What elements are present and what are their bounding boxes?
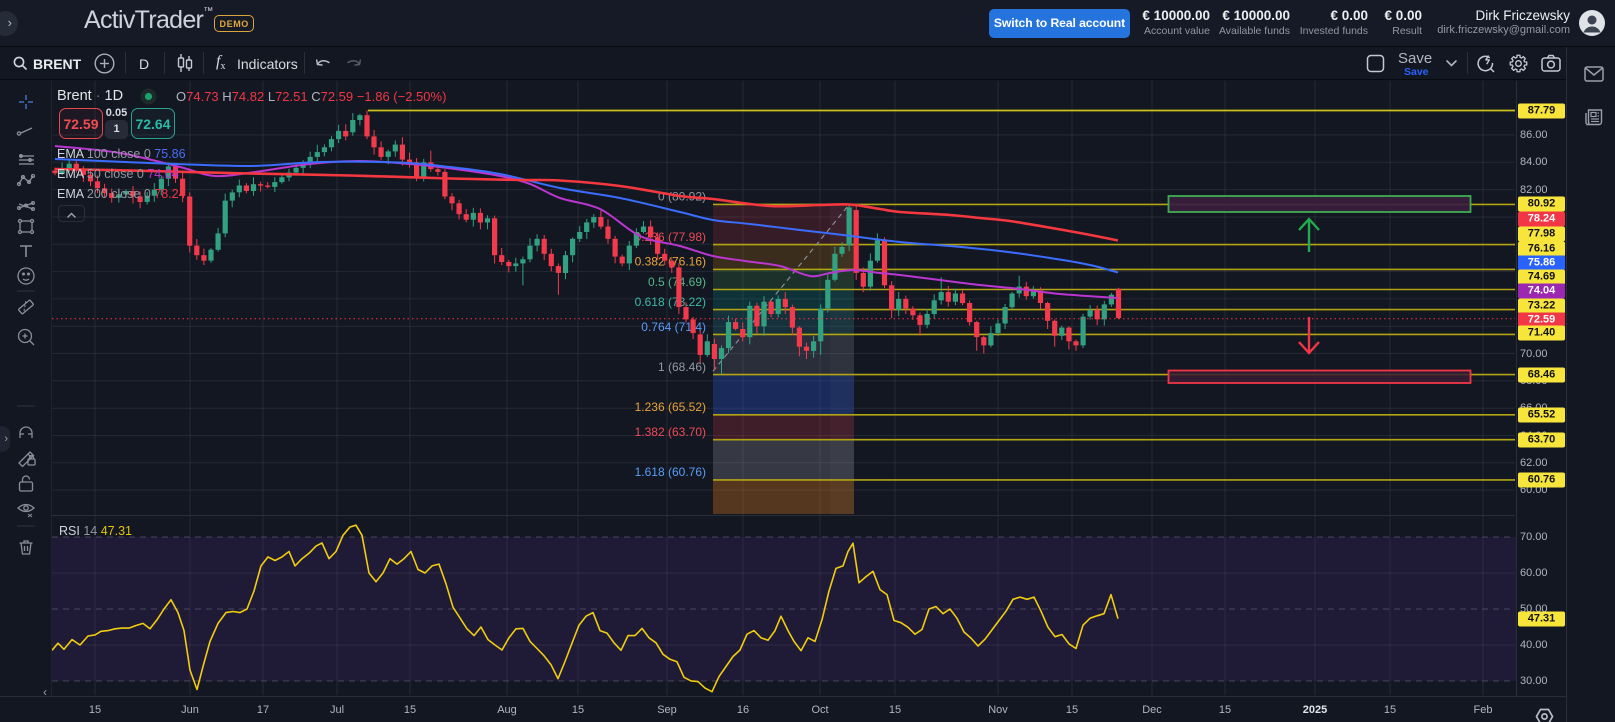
svg-text:0.618 (73.22): 0.618 (73.22) <box>635 295 706 309</box>
svg-text:1.236 (65.52): 1.236 (65.52) <box>635 400 706 414</box>
svg-text:1.618 (60.76): 1.618 (60.76) <box>635 465 706 479</box>
svg-text:1.382 (63.70): 1.382 (63.70) <box>635 425 706 439</box>
svg-text:0.236 (77.98): 0.236 (77.98) <box>635 230 706 244</box>
svg-text:0.764 (71.4): 0.764 (71.4) <box>641 320 706 334</box>
svg-text:1 (68.46): 1 (68.46) <box>658 360 706 374</box>
